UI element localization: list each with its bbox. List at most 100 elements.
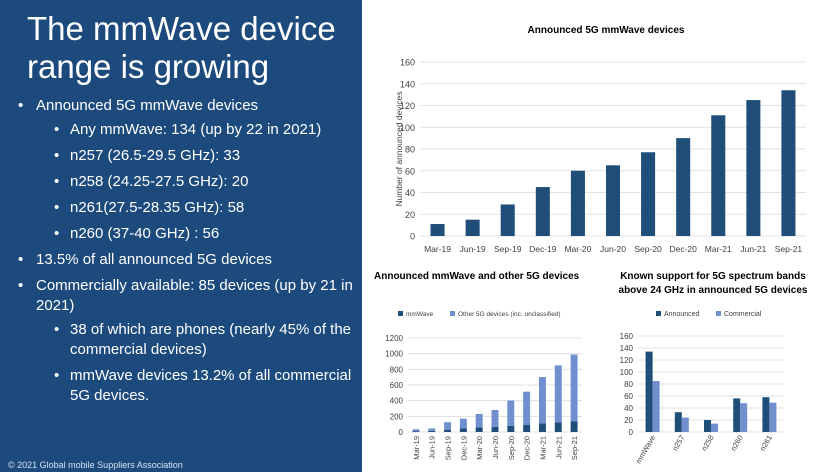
x-tick-label: Jun-21	[740, 244, 766, 254]
legend-label: Commercial	[724, 311, 762, 318]
chart-title: above 24 GHz in announced 5G devices	[619, 285, 808, 296]
bar-segment	[491, 410, 499, 427]
y-tick-label: 120	[620, 356, 634, 365]
y-tick-label: 160	[620, 332, 634, 341]
legend-label: Other 5G devices (inc. unclassified)	[458, 311, 561, 318]
bar-segment	[459, 428, 467, 432]
y-tick-label: 80	[624, 380, 633, 389]
bar	[570, 170, 585, 236]
y-tick-label: 140	[620, 344, 634, 353]
bar-segment	[554, 365, 562, 423]
x-tick-label: Sep-19	[444, 436, 453, 460]
sub-bullet-item: Any mmWave: 134 (up by 22 in 2021)	[36, 120, 354, 140]
bar-segment	[412, 429, 420, 432]
bar	[674, 412, 682, 432]
y-tick-label: 800	[390, 365, 404, 374]
x-tick-label: Sep-20	[634, 244, 662, 254]
y-tick-label: 200	[390, 412, 404, 421]
bullet-text: 13.5% of all announced 5G devices	[36, 251, 272, 268]
bar	[733, 398, 741, 432]
bar-segment	[570, 421, 578, 432]
bar-segment	[412, 431, 420, 432]
sub-bullet-item: n260 (37-40 GHz) : 56	[36, 224, 354, 244]
x-tick-label: Mar-21	[705, 244, 732, 254]
bullet-text: Announced 5G mmWave devices	[36, 97, 259, 114]
y-tick-label: 20	[405, 210, 415, 220]
legend-swatch	[398, 311, 403, 316]
y-tick-label: 400	[390, 397, 404, 406]
bar-segment	[475, 427, 483, 432]
legend-label: mmWave	[406, 311, 434, 318]
chart-title: Known support for 5G spectrum bands	[620, 271, 806, 282]
bullet-item: Commercially available: 85 devices (up b…	[14, 276, 354, 406]
bar-segment	[428, 430, 436, 432]
legend-label: Announced	[664, 311, 700, 318]
x-tick-label: Sep-21	[570, 436, 579, 460]
bar-segment	[491, 426, 499, 432]
bullet-item: 13.5% of all announced 5G devices	[14, 250, 354, 270]
bar	[681, 417, 689, 432]
x-tick-label: Jun-20	[600, 244, 626, 254]
sub-bullet-item: n258 (24.25-27.5 GHz): 20	[36, 172, 354, 192]
bar-segment	[570, 354, 578, 422]
x-tick-label: n260	[729, 434, 745, 453]
sub-bullet-item: n261(27.5-28.35 GHz): 58	[36, 198, 354, 218]
y-axis-label: Number of announced devices	[394, 91, 404, 206]
bar	[465, 219, 480, 236]
legend-swatch	[716, 311, 721, 316]
x-tick-label: Sep-21	[775, 244, 803, 254]
sub-bullet-item: mmWave devices 13.2% of all commercial 5…	[36, 366, 354, 406]
sub-bullet-list: 38 of which are phones (nearly 45% of th…	[36, 320, 354, 406]
y-tick-label: 0	[410, 232, 415, 242]
bar	[641, 152, 656, 236]
x-tick-label: Jun-19	[428, 436, 437, 459]
bar	[762, 397, 770, 432]
bar-segment	[554, 422, 562, 432]
x-tick-label: Dec-20	[523, 436, 532, 460]
y-tick-label: 100	[400, 123, 415, 133]
bar-segment	[428, 428, 436, 431]
y-tick-label: 140	[400, 79, 415, 89]
bar	[535, 187, 550, 236]
y-tick-label: 160	[400, 58, 415, 68]
bullet-list: Announced 5G mmWave devices Any mmWave: …	[14, 96, 354, 412]
y-tick-label: 40	[624, 404, 633, 413]
sub-bullet-list: Any mmWave: 134 (up by 22 in 2021) n257 …	[36, 120, 354, 244]
y-tick-label: 40	[405, 188, 415, 198]
chart-title: Announced 5G mmWave devices	[528, 25, 685, 36]
x-tick-label: Mar-20	[475, 436, 484, 460]
bar-segment	[475, 413, 483, 428]
x-tick-label: Dec-20	[669, 244, 697, 254]
chart-mmwave-vs-other-5g: Announced mmWave and other 5G devices mmW…	[374, 271, 582, 460]
x-tick-label: Sep-19	[494, 244, 522, 254]
y-tick-label: 0	[629, 428, 634, 437]
y-tick-label: 60	[624, 392, 633, 401]
bar-segment	[507, 400, 515, 426]
x-tick-label: Sep-20	[507, 436, 516, 460]
sub-bullet-item: n257 (26.5-29.5 GHz): 33	[36, 146, 354, 166]
y-tick-label: 600	[390, 381, 404, 390]
sub-bullet-item: 38 of which are phones (nearly 45% of th…	[36, 320, 354, 360]
x-tick-label: Jun-20	[491, 436, 500, 459]
bar-segment	[538, 377, 546, 424]
bullet-item: Announced 5G mmWave devices Any mmWave: …	[14, 96, 354, 244]
bar	[645, 351, 653, 432]
x-tick-label: n257	[670, 434, 686, 453]
legend-swatch	[450, 311, 455, 316]
y-tick-label: 0	[399, 428, 404, 437]
legend-swatch	[656, 311, 661, 316]
chart-title: Announced mmWave and other 5G devices	[374, 271, 580, 282]
x-tick-label: n261	[758, 434, 774, 453]
bar	[769, 402, 777, 432]
bar-segment	[459, 418, 467, 429]
y-tick-label: 60	[405, 166, 415, 176]
y-tick-label: 100	[620, 368, 634, 377]
bar	[711, 115, 726, 236]
copyright-footer: © 2021 Global mobile Suppliers Associati…	[8, 460, 183, 470]
x-tick-label: Mar-19	[424, 244, 451, 254]
bar-segment	[444, 429, 452, 432]
x-tick-label: Dec-19	[459, 436, 468, 460]
y-tick-label: 20	[624, 416, 633, 425]
bar	[703, 420, 711, 432]
bar-segment	[507, 425, 515, 432]
